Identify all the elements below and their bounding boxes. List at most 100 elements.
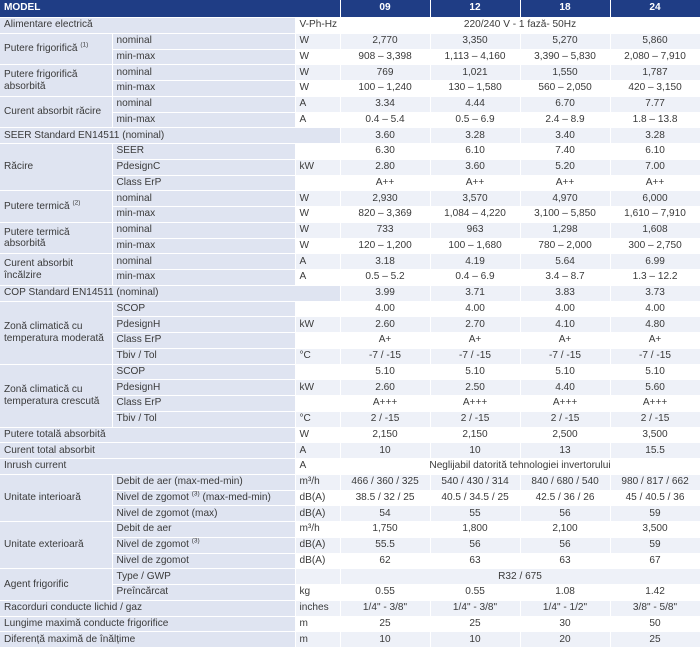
sub-label: PdesignC (112, 159, 296, 176)
group-label: Curent absorbit răcire (0, 96, 113, 129)
value-cell: 4.40 (520, 379, 611, 396)
group-label-text: Putere termică (4, 200, 70, 212)
value-cell: 2,930 (340, 190, 431, 207)
unit-cell: W (295, 80, 341, 97)
sub-label: min-max (112, 238, 296, 255)
value-cell: A+++ (520, 395, 611, 412)
model-header: MODEL (0, 0, 341, 18)
sub-label-text: Class ErP (116, 397, 162, 409)
value-cell: 55 (430, 505, 521, 522)
group-label-text: Zonă climatică cu temperatura crescută (4, 384, 100, 407)
unit-cell: kg (295, 584, 341, 601)
value-cell: 2,500 (520, 427, 611, 444)
value-cell: A+++ (430, 395, 521, 412)
sub-label: nominal (112, 33, 296, 50)
sub-label-text: Debit de aer (max-med-min) (116, 476, 243, 488)
merged-value: Neglijabil datorită tehnologiei invertor… (340, 458, 700, 475)
table-row: Putere totală absorbită W 2,150 2,150 2,500 3… (0, 427, 700, 444)
value-cell: 40.5 / 34.5 / 25 (430, 490, 521, 507)
table-row: Racorduri conducte lichid / gaz inches 1/4… (0, 600, 700, 617)
value-cell: 10 (340, 631, 431, 648)
sub-label-text: nominal (116, 224, 152, 236)
sub-label: Nivel de zgomot (3) (max-med-min) (112, 490, 296, 507)
group-label-text: Putere termică absorbită (4, 226, 70, 249)
table-row: Preîncărcat kg 0.55 0.55 1.08 1.42 (0, 584, 700, 601)
sub-label: SEER (112, 143, 296, 160)
value-cell: 1,298 (520, 222, 611, 239)
value-cell: 840 / 680 / 540 (520, 474, 611, 491)
value-cell: 3,350 (430, 33, 521, 50)
value-cell: 733 (340, 222, 431, 239)
value-cell: 7.40 (520, 143, 611, 160)
sub-label-text: SCOP (116, 302, 146, 314)
sub-label-text: min-max (116, 271, 156, 283)
sub-label: Nivel de zgomot (112, 553, 296, 570)
value-cell: -7 / -15 (340, 348, 431, 365)
value-cell: 2,150 (340, 427, 431, 444)
table-row: Alimentare electrică V-Ph-Hz 220/240 V - 1… (0, 17, 700, 34)
value-cell: 1,610 – 7,910 (610, 206, 700, 223)
group-label: Putere frigorifică (1) (0, 33, 113, 66)
value-cell: 3.60 (340, 127, 431, 144)
value-cell: 3.28 (430, 127, 521, 144)
value-cell: 4.80 (610, 316, 700, 333)
value-cell: 56 (520, 537, 611, 554)
footnote-marker: (3) (191, 537, 200, 545)
group-label: Unitate interioară (0, 474, 113, 523)
table-row: min-max A 0.5 – 5.2 0.4 – 6.9 3.4 – 8.7 1.3 –… (0, 269, 700, 286)
sub-label-text: PdesignH (116, 381, 161, 393)
sub-label-text: nominal (116, 255, 152, 267)
table-row: Lungime maximă conducte frigorifice m 25 25… (0, 616, 700, 633)
sub-label-suffix: (max-med-min) (202, 491, 271, 503)
value-cell: 2,770 (340, 33, 431, 50)
sub-label: Class ErP (112, 175, 296, 192)
table-row: Putere frigorifică (1) nominal W 2,770 3,350… (0, 33, 700, 66)
sub-label: min-max (112, 80, 296, 97)
table-row: Tbiv / Tol °C 2 / -15 2 / -15 2 / -15 2 / -15 (0, 411, 700, 428)
footnote-marker: (2) (72, 199, 81, 207)
sub-label: Debit de aer (max-med-min) (112, 474, 296, 491)
value-cell: 3.60 (430, 159, 521, 176)
sub-label: Nivel de zgomot (max) (112, 505, 296, 522)
value-cell: 4.44 (430, 96, 521, 113)
value-cell: 100 – 1,680 (430, 238, 521, 255)
value-cell: 63 (520, 553, 611, 570)
group-label: Putere termică absorbită (0, 222, 113, 255)
sub-label: Tbiv / Tol (112, 411, 296, 428)
value-cell: 4,970 (520, 190, 611, 207)
value-cell: 4.00 (340, 301, 431, 318)
table-row: PdesignH kW 2.60 2.70 4.10 4.80 (0, 316, 700, 333)
value-cell: 3,100 – 5,850 (520, 206, 611, 223)
value-cell: 820 – 3,369 (340, 206, 431, 223)
sub-label: Preîncărcat (112, 584, 296, 601)
unit-cell: °C (295, 348, 341, 365)
table-row: Nivel de zgomot (3) (max-med-min) dB(A) 38… (0, 490, 700, 507)
footnote-marker: (3) (191, 490, 200, 498)
table-row: Tbiv / Tol °C -7 / -15 -7 / -15 -7 / -15 -7 /… (0, 348, 700, 365)
table-row: Class ErP A+++ A+++ A+++ A+++ (0, 395, 700, 412)
value-cell: 466 / 360 / 325 (340, 474, 431, 491)
header-row: MODEL 09 12 18 24 (0, 0, 700, 18)
group-label-text: Unitate exterioară (4, 539, 84, 551)
sub-label: nominal (112, 96, 296, 113)
sub-label-text: min-max (116, 113, 156, 125)
value-cell: 15.5 (610, 442, 700, 459)
value-cell: 780 – 2,000 (520, 238, 611, 255)
table-row: min-max W 120 – 1,200 100 – 1,680 780 – 2,00… (0, 238, 700, 255)
value-cell: 4.19 (430, 253, 521, 270)
value-cell: 1.3 – 12.2 (610, 269, 700, 286)
value-cell: 0.55 (340, 584, 431, 601)
value-cell: 2 / -15 (430, 411, 521, 428)
value-cell: 1,608 (610, 222, 700, 239)
value-cell: 5.64 (520, 253, 611, 270)
value-cell: 54 (340, 505, 431, 522)
table-row: Unitate exterioară Debit de aer m³/h 1,750 1… (0, 521, 700, 570)
value-cell: 30 (520, 616, 611, 633)
table-row: PdesignC kW 2.80 3.60 5.20 7.00 (0, 159, 700, 176)
value-cell: -7 / -15 (520, 348, 611, 365)
unit-cell: dB(A) (295, 490, 341, 507)
table-row: Class ErP A++ A++ A++ A++ (0, 175, 700, 192)
unit-cell: m³/h (295, 521, 341, 538)
sub-label: min-max (112, 49, 296, 66)
value-cell: 0.4 – 5.4 (340, 112, 431, 129)
